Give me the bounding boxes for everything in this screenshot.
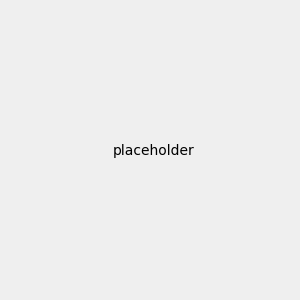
- Text: placeholder: placeholder: [113, 145, 195, 158]
